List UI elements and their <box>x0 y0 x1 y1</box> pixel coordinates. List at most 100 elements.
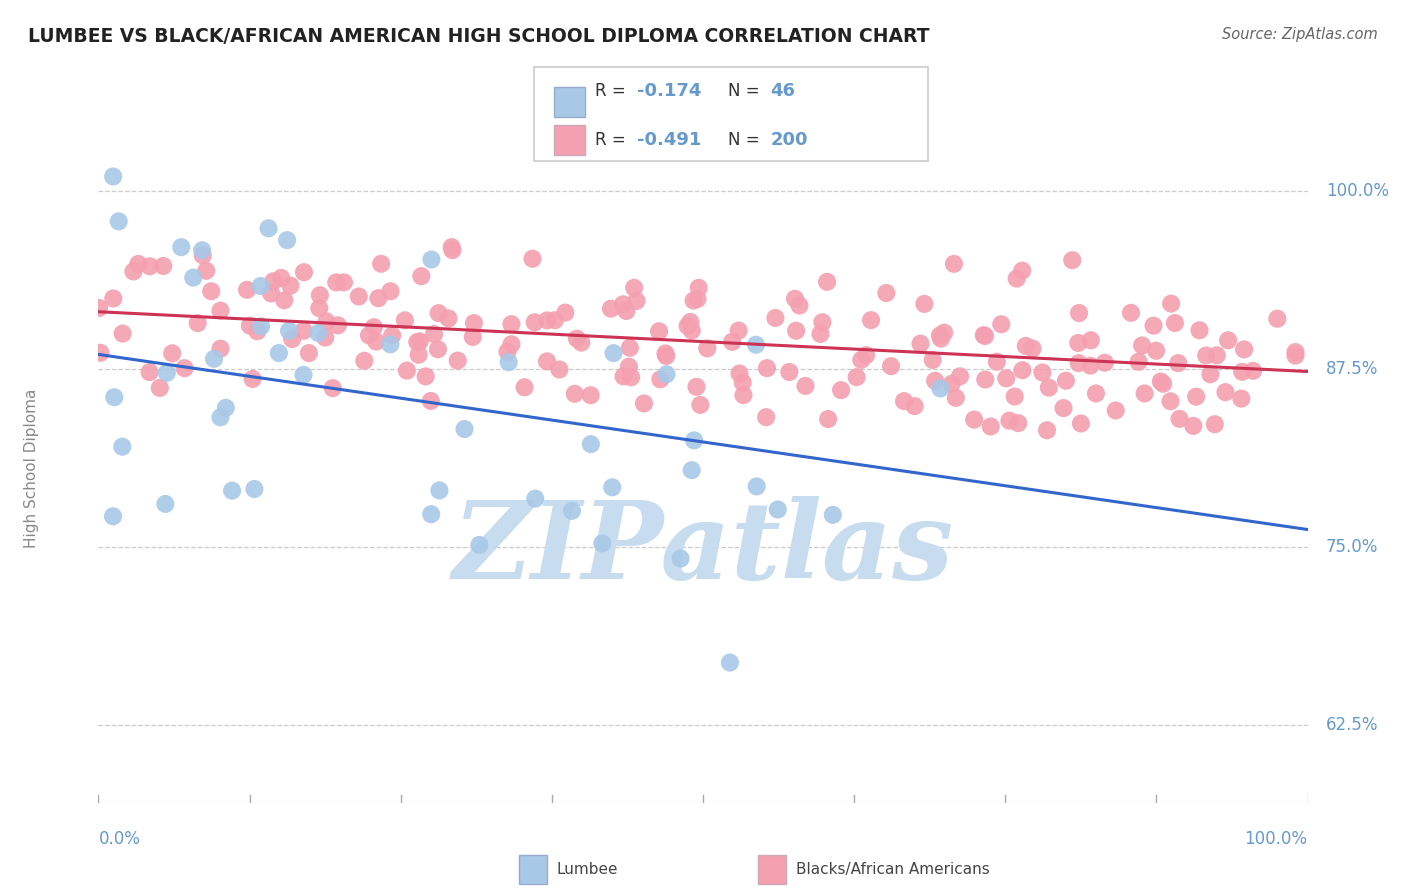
Point <box>347 289 370 303</box>
Point <box>685 380 707 394</box>
Point <box>648 324 671 338</box>
Point <box>1265 311 1288 326</box>
Point <box>766 502 789 516</box>
Point <box>111 326 134 341</box>
Point <box>200 285 222 299</box>
Point <box>209 342 232 356</box>
Point <box>745 479 768 493</box>
Point <box>941 376 963 391</box>
Point <box>1038 381 1060 395</box>
Point <box>815 275 838 289</box>
Point <box>1150 375 1173 389</box>
Point <box>333 276 356 290</box>
Point <box>616 304 638 318</box>
Point <box>468 538 491 552</box>
Point <box>817 412 839 426</box>
Point <box>415 369 437 384</box>
Point <box>561 504 583 518</box>
Point <box>945 391 967 405</box>
Point <box>524 491 547 506</box>
Point <box>441 243 464 257</box>
Point <box>619 341 641 355</box>
Text: -0.174: -0.174 <box>637 82 702 100</box>
Point <box>298 346 321 360</box>
Point <box>1233 343 1256 357</box>
Point <box>209 303 232 318</box>
Point <box>420 507 443 521</box>
Point <box>921 352 943 367</box>
Point <box>1021 342 1043 356</box>
Point <box>273 293 295 308</box>
Point <box>924 374 946 388</box>
Point <box>111 440 134 454</box>
Text: 100.0%: 100.0% <box>1326 182 1389 200</box>
Point <box>173 361 195 376</box>
Text: ZIPatlas: ZIPatlas <box>453 496 953 601</box>
Point <box>1067 335 1090 350</box>
Point <box>246 324 269 338</box>
Point <box>669 551 692 566</box>
Point <box>1036 423 1059 437</box>
Point <box>249 279 271 293</box>
Point <box>308 288 330 302</box>
Point <box>513 380 536 394</box>
Point <box>103 390 125 404</box>
Point <box>1054 374 1077 388</box>
Point <box>89 346 111 360</box>
Point <box>1004 390 1026 404</box>
Point <box>681 323 703 337</box>
Point <box>202 351 225 366</box>
Point <box>728 367 751 381</box>
Point <box>929 381 952 395</box>
Point <box>1119 306 1142 320</box>
Text: 75.0%: 75.0% <box>1326 538 1378 556</box>
Point <box>395 363 418 377</box>
Point <box>437 311 460 326</box>
Point <box>683 434 706 448</box>
Point <box>408 348 430 362</box>
Point <box>1005 271 1028 285</box>
Point <box>149 381 172 395</box>
Point <box>367 291 389 305</box>
Point <box>243 482 266 496</box>
Point <box>322 381 344 395</box>
Point <box>943 257 966 271</box>
Point <box>1128 355 1150 369</box>
Point <box>239 318 262 333</box>
Point <box>980 419 1002 434</box>
Point <box>1011 363 1033 377</box>
Point <box>1188 323 1211 337</box>
Point <box>187 316 209 330</box>
Point <box>612 369 634 384</box>
Point <box>138 260 160 274</box>
Point <box>366 334 388 349</box>
Point <box>1031 366 1053 380</box>
Point <box>103 292 125 306</box>
Point <box>755 361 778 376</box>
Point <box>315 314 337 328</box>
Point <box>292 324 315 338</box>
Point <box>1144 343 1167 358</box>
Text: 200: 200 <box>770 131 808 149</box>
Point <box>127 257 149 271</box>
Point <box>1168 412 1191 426</box>
Point <box>1164 316 1187 330</box>
Point <box>929 332 952 346</box>
Point <box>1284 349 1306 363</box>
Point <box>1284 345 1306 359</box>
Point <box>191 248 214 262</box>
Point <box>270 271 292 285</box>
Point <box>380 337 402 351</box>
Point <box>855 348 877 362</box>
Point <box>501 337 523 351</box>
Point <box>1241 364 1264 378</box>
Point <box>548 362 571 376</box>
Point <box>1067 356 1090 370</box>
Text: High School Diploma: High School Diploma <box>24 389 39 548</box>
Text: N =: N = <box>728 82 765 100</box>
Point <box>745 337 768 351</box>
Point <box>427 306 450 320</box>
Point <box>544 313 567 327</box>
Point <box>498 355 520 369</box>
Point <box>565 332 588 346</box>
